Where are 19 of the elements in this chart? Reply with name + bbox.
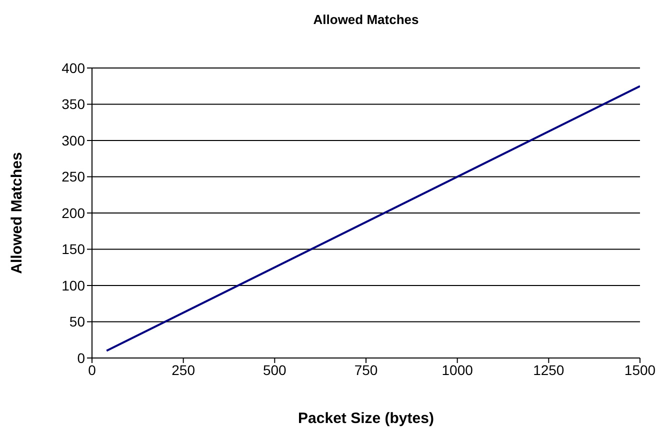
x-axis-title: Packet Size (bytes) (298, 410, 434, 427)
y-tick-label: 0 (77, 350, 86, 366)
x-tick-label: 1250 (533, 362, 564, 378)
y-tick-label: 250 (62, 168, 86, 185)
y-tick-label: 50 (69, 314, 86, 330)
x-tick-label: 750 (354, 362, 378, 378)
x-tick-label: 1000 (442, 362, 474, 378)
x-tick-label: 500 (262, 362, 287, 378)
y-tick-label: 350 (62, 96, 86, 112)
y-tick-label: 150 (62, 241, 86, 258)
x-tick-label: 250 (172, 362, 196, 378)
chart-title: Allowed Matches (312, 12, 420, 27)
y-tick-label: 400 (62, 60, 86, 76)
x-tick-label: 0 (88, 362, 96, 378)
y-tick-label: 100 (62, 277, 86, 294)
y-axis-title: Allowed Matches (8, 152, 26, 274)
y-tick-label: 200 (62, 204, 86, 221)
y-tick-label: 300 (62, 132, 86, 148)
x-tick-label: 1500 (624, 362, 656, 378)
